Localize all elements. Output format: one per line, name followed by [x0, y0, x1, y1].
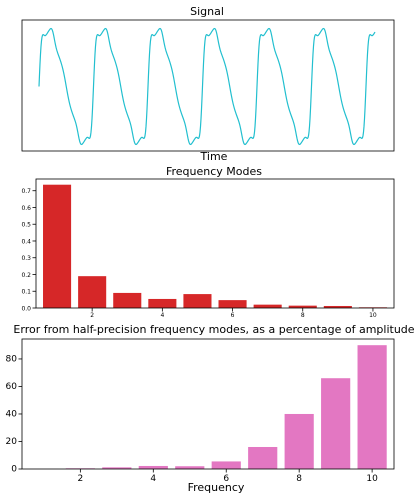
signal-line — [38, 27, 376, 146]
error-bar — [284, 413, 314, 469]
modes-bar — [148, 298, 177, 308]
error-bar — [175, 466, 205, 469]
modes-x-tick-label: 4 — [160, 312, 164, 319]
frequency-modes-chart: Frequency Modes 2 4 6 8 10 0.0 0.1 0.2 0.3 0.4 0.5… — [21, 165, 395, 319]
error-y-tick-label: 80 — [6, 354, 18, 364]
error-bar — [321, 378, 351, 469]
modes-x-tick-label: 6 — [231, 312, 235, 319]
modes-y-tick-label: 0.5 — [21, 222, 31, 229]
signal-axes-frame — [21, 19, 395, 152]
modes-bar — [253, 304, 282, 308]
error-bar — [211, 461, 241, 469]
error-bar — [357, 345, 387, 469]
signal-x-axis-label: Time — [200, 150, 228, 163]
error-x-axis-label: Frequency — [188, 481, 245, 494]
error-y-tick-label: 20 — [6, 437, 18, 447]
modes-title: Frequency Modes — [166, 165, 262, 178]
error-chart: Error from half-precision frequency mode… — [6, 323, 415, 494]
signal-chart: Signal Time — [21, 5, 395, 163]
modes-y-tick-label: 0.1 — [21, 289, 31, 296]
error-x-tick-label: 8 — [296, 474, 302, 484]
modes-y-tick-label: 0.3 — [21, 255, 31, 262]
error-y-tick-label: 40 — [6, 409, 18, 419]
signal-title: Signal — [190, 5, 224, 18]
modes-bar — [43, 184, 72, 308]
error-y-tick-label: 0 — [11, 465, 17, 475]
modes-y-tick-label: 0.4 — [21, 238, 31, 245]
modes-ticks: 2 4 6 8 10 0.0 0.1 0.2 0.3 0.4 0.5 0.6 0.7 — [21, 188, 376, 319]
modes-x-tick-label: 2 — [90, 312, 94, 319]
error-y-tick-label: 60 — [6, 382, 18, 392]
error-bar — [248, 446, 278, 469]
modes-bars — [43, 184, 387, 308]
error-x-tick-label: 4 — [150, 474, 156, 484]
modes-bar — [78, 276, 107, 308]
error-bar — [138, 465, 168, 469]
modes-y-tick-label: 0.6 — [21, 205, 31, 212]
error-title: Error from half-precision frequency mode… — [13, 323, 414, 336]
error-bars — [29, 345, 387, 469]
modes-bar — [218, 300, 247, 308]
modes-y-tick-label: 0.7 — [21, 188, 31, 195]
modes-bar — [323, 305, 352, 308]
error-x-tick-label: 2 — [77, 474, 83, 484]
error-x-tick-label: 6 — [223, 474, 229, 484]
modes-axes-frame — [35, 178, 395, 309]
modes-bar — [113, 292, 142, 308]
modes-x-tick-label: 8 — [301, 312, 305, 319]
error-x-tick-label: 10 — [366, 474, 378, 484]
modes-y-tick-label: 0.0 — [21, 306, 31, 313]
modes-y-tick-label: 0.2 — [21, 272, 31, 279]
modes-bar — [183, 294, 212, 308]
modes-bar — [288, 305, 317, 308]
error-bar — [102, 467, 132, 469]
modes-x-tick-label: 10 — [369, 312, 377, 319]
error-axes-frame — [21, 338, 395, 470]
error-ticks: 2 4 6 8 10 0 20 40 60 80 — [6, 354, 379, 484]
